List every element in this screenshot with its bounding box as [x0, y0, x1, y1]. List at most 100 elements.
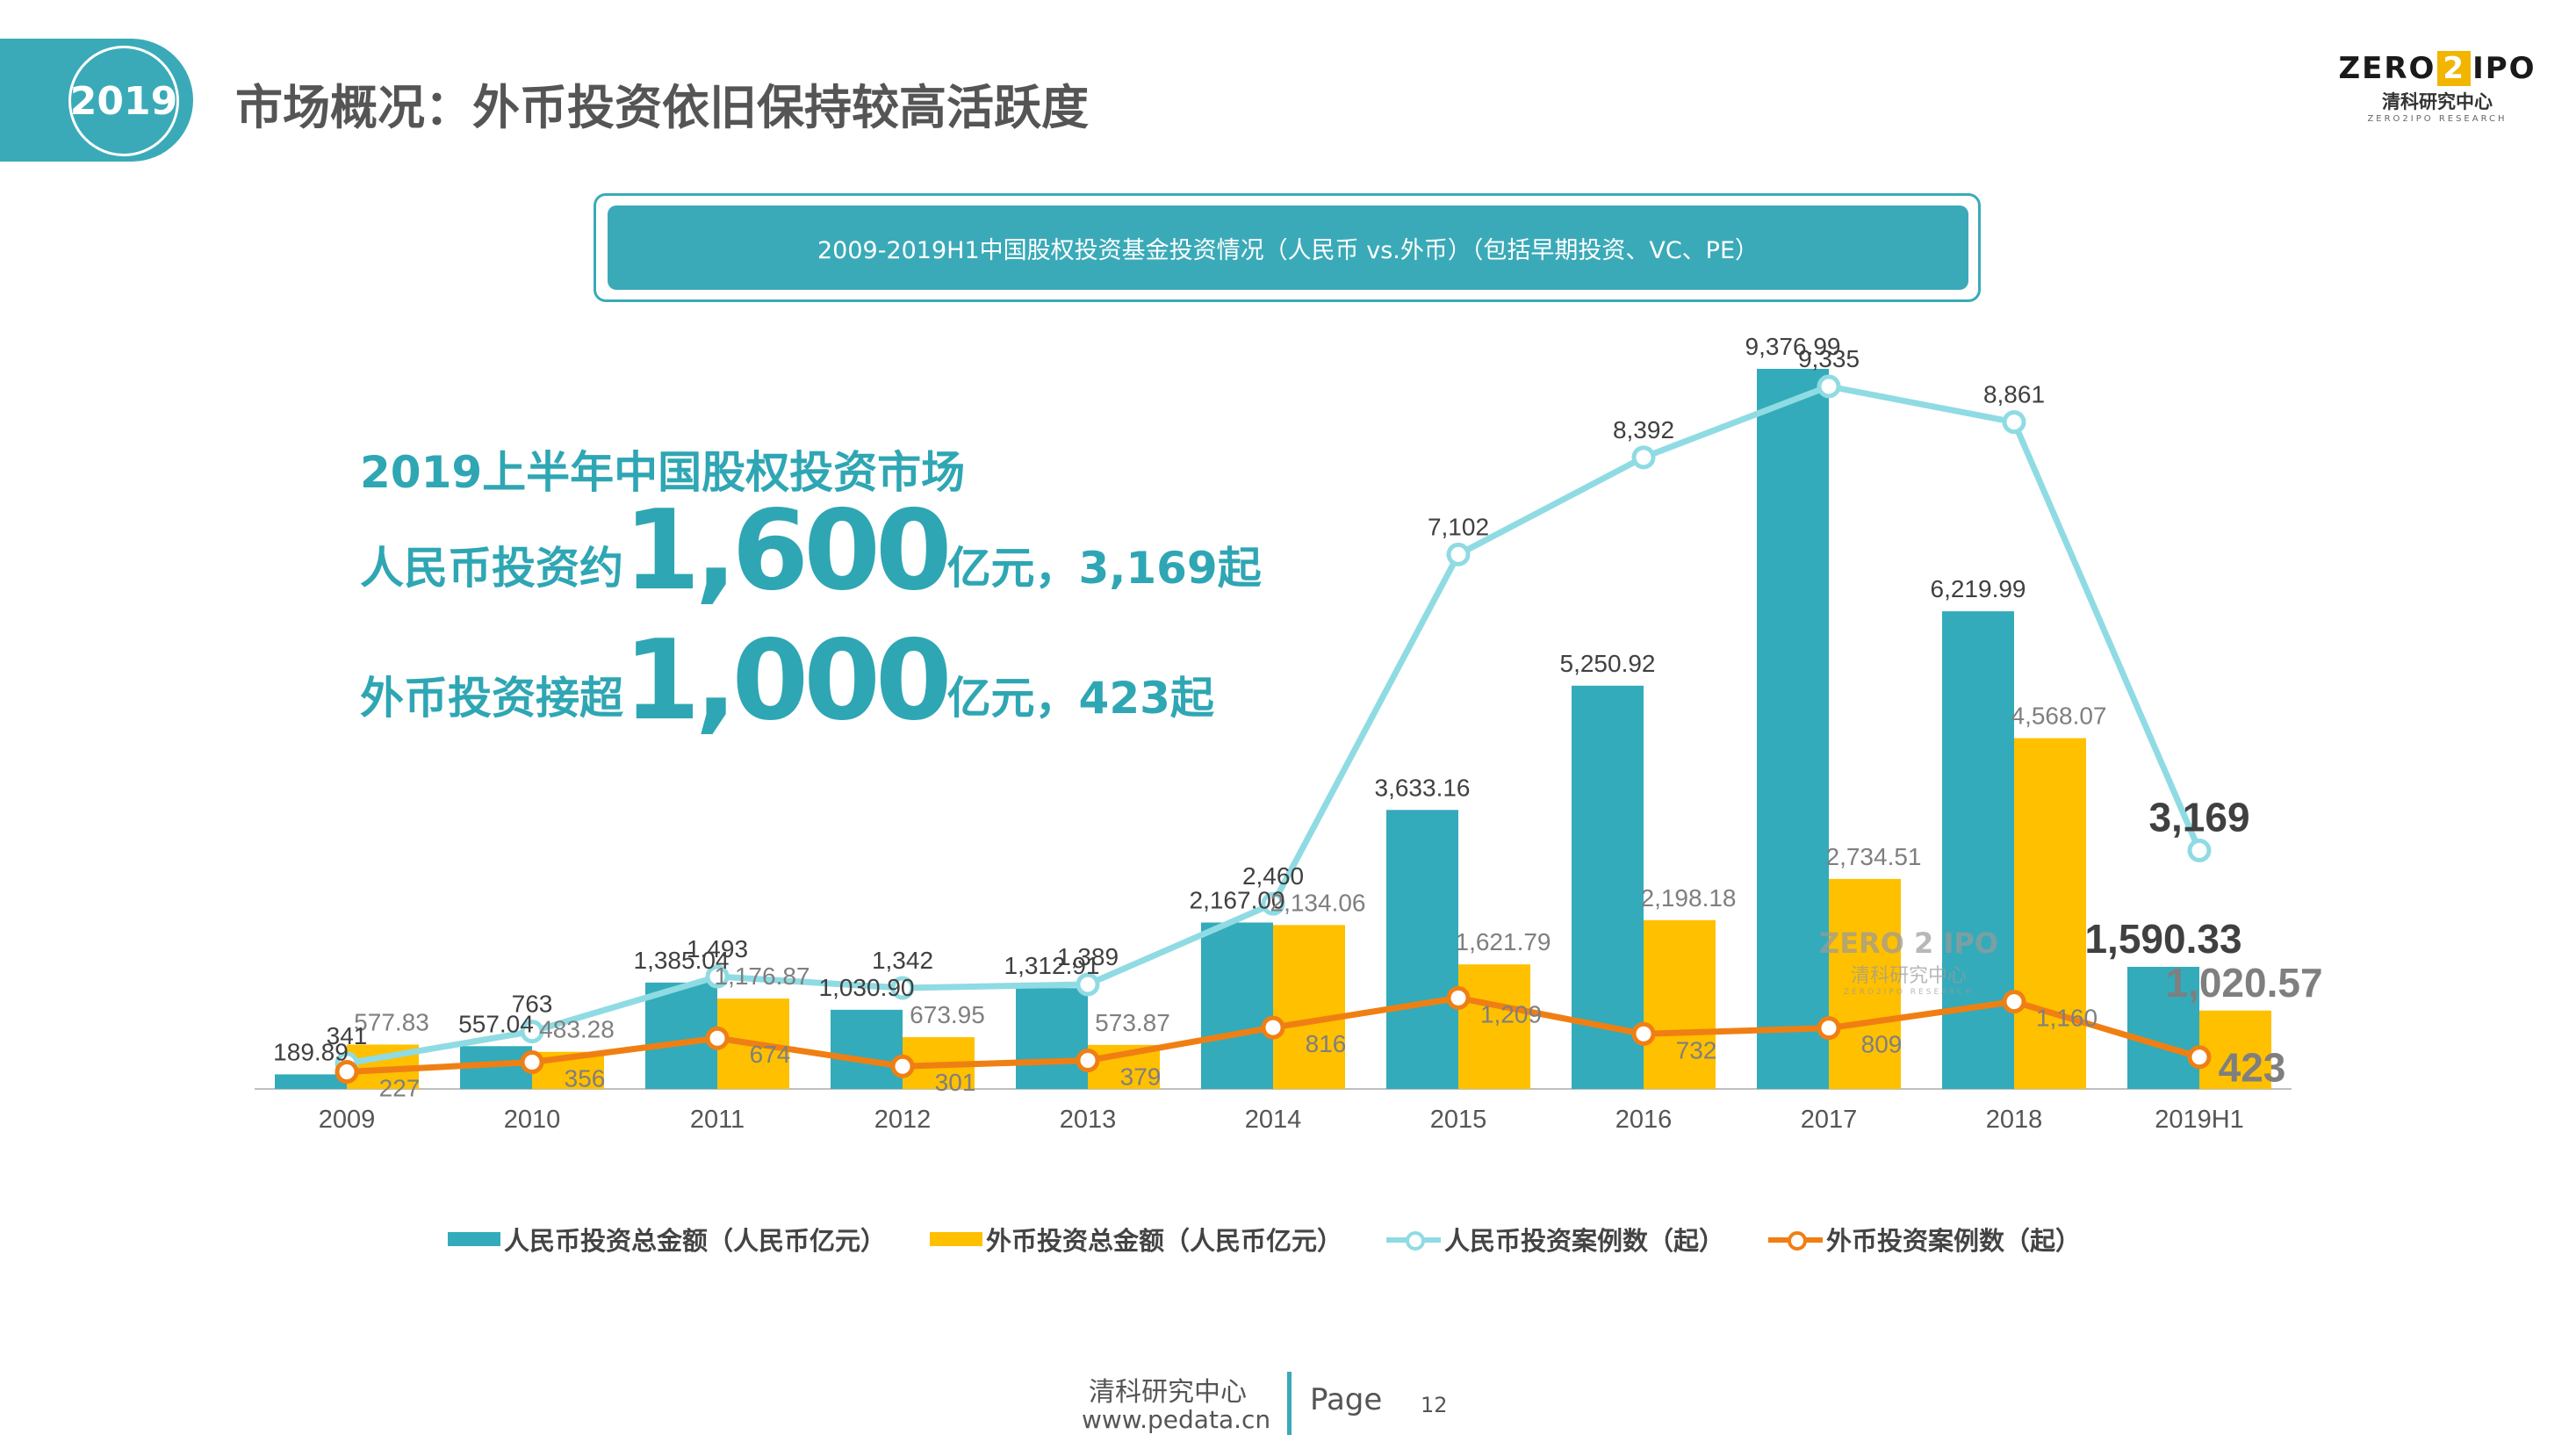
label-fx-amount: 2,198.18	[1641, 884, 1737, 912]
label-fx-cases: 809	[1861, 1031, 1903, 1058]
point-fx-cases	[1631, 1021, 1656, 1046]
label-rmb-cases: 7,102	[1428, 513, 1489, 540]
highlight-line-3: 外币投资接超1,000亿元，423起	[360, 624, 1214, 755]
footer-url: www.pedata.cn	[1082, 1405, 1271, 1434]
legend-swatch-fx-amount	[930, 1232, 983, 1246]
point-fx-cases	[1817, 1016, 1841, 1041]
highlight-2-prefix: 人民币投资约	[360, 543, 623, 594]
label-rmb-amount: 1,590.33	[2084, 916, 2241, 962]
label-fx-cases: 674	[750, 1041, 791, 1068]
bar-rmb-amount	[1016, 988, 1088, 1089]
highlight-line-1: 2019上半年中国股权投资市场	[360, 447, 966, 498]
point-fx-cases	[335, 1060, 359, 1085]
label-rmb-cases: 9,335	[1798, 345, 1860, 372]
label-rmb-amount: 557.04	[458, 1010, 534, 1037]
point-rmb-cases	[1261, 891, 1285, 916]
logo-wordmark: ZERO 2 IPO	[2332, 51, 2543, 86]
footer-page-number: 12	[1421, 1393, 1448, 1417]
label-fx-cases: 227	[379, 1075, 421, 1102]
x-tick-label: 2009	[319, 1106, 376, 1134]
point-fx-cases	[890, 1054, 915, 1078]
label-fx-amount: 577.83	[354, 1008, 429, 1035]
label-rmb-amount: 9,376.99	[1745, 334, 1841, 360]
label-fx-cases: 423	[2219, 1045, 2286, 1091]
chart-title-frame	[594, 193, 1981, 302]
label-fx-amount: 673.95	[910, 1001, 985, 1028]
x-tick-label: 2014	[1245, 1106, 1302, 1134]
page-title: 市场概况：外币投资依旧保持较高活跃度	[235, 80, 1089, 135]
bar-rmb-amount	[831, 1009, 903, 1089]
label-fx-amount: 1,020.57	[2165, 960, 2322, 1006]
bar-fx-amount	[2199, 1010, 2271, 1089]
watermark-cn: 清科研究中心	[1851, 965, 1967, 987]
label-rmb-cases: 8,392	[1613, 416, 1674, 443]
point-rmb-cases	[2187, 838, 2212, 862]
label-rmb-amount: 1,312.91	[1004, 952, 1100, 979]
year-badge: 2019	[68, 46, 179, 156]
legend-swatch-rmb-cases	[1386, 1226, 1442, 1252]
label-rmb-cases: 3,169	[2148, 794, 2249, 840]
x-tick-label: 2013	[1060, 1106, 1117, 1134]
point-rmb-cases	[1817, 374, 1841, 399]
x-tick-label: 2015	[1430, 1106, 1487, 1134]
logo-wordmark-left: ZERO	[2338, 51, 2436, 86]
watermark-wordmark: ZERO 2 IPO	[1819, 926, 1998, 960]
legend-label-fx-cases: 外币投资案例数（起）	[1826, 1226, 2082, 1256]
footer-org: 清科研究中心	[1089, 1377, 1247, 1408]
legend-label-rmb-cases: 人民币投资案例数（起）	[1444, 1226, 1725, 1256]
bar-fx-amount	[1273, 925, 1345, 1089]
highlight-3-prefix: 外币投资接超	[360, 673, 623, 724]
bar-fx-amount	[1458, 964, 1530, 1089]
bar-rmb-amount	[1942, 611, 2014, 1089]
highlight-line-2: 人民币投资约1,600亿元，3,169起	[360, 494, 1262, 625]
label-rmb-amount: 5,250.92	[1560, 650, 1656, 677]
footer-divider	[1287, 1372, 1292, 1435]
point-fx-cases	[1261, 1015, 1285, 1040]
x-tick-label: 2019H1	[2155, 1106, 2244, 1134]
label-fx-amount: 4,568.07	[2011, 703, 2107, 730]
label-rmb-amount: 1,030.90	[819, 974, 915, 1001]
logo-wordmark-right: IPO	[2472, 51, 2536, 86]
bar-fx-amount	[2014, 738, 2086, 1089]
bar-fx-amount	[1644, 919, 1716, 1089]
bar-rmb-amount	[275, 1074, 347, 1089]
label-fx-amount: 483.28	[539, 1016, 615, 1043]
bar-rmb-amount	[1757, 369, 1829, 1089]
chart-legend: 人民币投资总金额（人民币亿元） 外币投资总金额（人民币亿元） 人民币投资案例数（…	[448, 1221, 2081, 1258]
legend-item-rmb-cases: 人民币投资案例数（起）	[1386, 1221, 1724, 1258]
x-tick-label: 2016	[1615, 1106, 1673, 1134]
label-rmb-amount: 3,633.16	[1375, 774, 1471, 801]
point-rmb-cases	[520, 1020, 544, 1044]
point-fx-cases	[1076, 1049, 1100, 1073]
label-fx-cases: 379	[1120, 1063, 1162, 1091]
label-rmb-cases: 1,342	[872, 947, 933, 974]
x-tick-label: 2010	[504, 1106, 561, 1134]
label-rmb-cases: 341	[327, 1022, 368, 1049]
label-fx-amount: 1,176.87	[715, 962, 810, 990]
brand-logo: ZERO 2 IPO 清科研究中心 ZERO2IPO RESEARCH	[2332, 51, 2543, 124]
bar-rmb-amount	[2127, 966, 2199, 1089]
highlight-2-suffix: 亿元，3,169起	[946, 543, 1262, 594]
highlight-2-big: 1,600	[623, 486, 953, 615]
x-tick-label: 2018	[1986, 1106, 2043, 1134]
label-fx-amount: 2,734.51	[1826, 843, 1922, 870]
label-rmb-amount: 189.89	[273, 1038, 349, 1065]
point-rmb-cases	[890, 976, 915, 1000]
label-fx-cases: 732	[1676, 1036, 1717, 1063]
label-fx-cases: 1,209	[1480, 1000, 1542, 1027]
label-fx-amount: 1,621.79	[1456, 928, 1551, 955]
bar-rmb-amount	[1386, 810, 1458, 1089]
logo-wordmark-mid: 2	[2437, 51, 2472, 86]
legend-swatch-rmb-amount	[448, 1232, 500, 1246]
x-tick-label: 2012	[874, 1106, 932, 1134]
label-rmb-cases: 8,861	[1983, 381, 2045, 408]
point-fx-cases	[2002, 990, 2026, 1014]
point-fx-cases	[705, 1026, 730, 1050]
point-rmb-cases	[1446, 542, 1471, 566]
label-fx-cases: 816	[1306, 1030, 1347, 1057]
footer-page-label: Page	[1310, 1382, 1383, 1417]
label-fx-cases: 301	[935, 1069, 976, 1096]
x-tick-label: 2011	[690, 1106, 745, 1134]
x-tick-label: 2017	[1801, 1106, 1858, 1134]
legend-swatch-fx-cases	[1768, 1226, 1824, 1252]
